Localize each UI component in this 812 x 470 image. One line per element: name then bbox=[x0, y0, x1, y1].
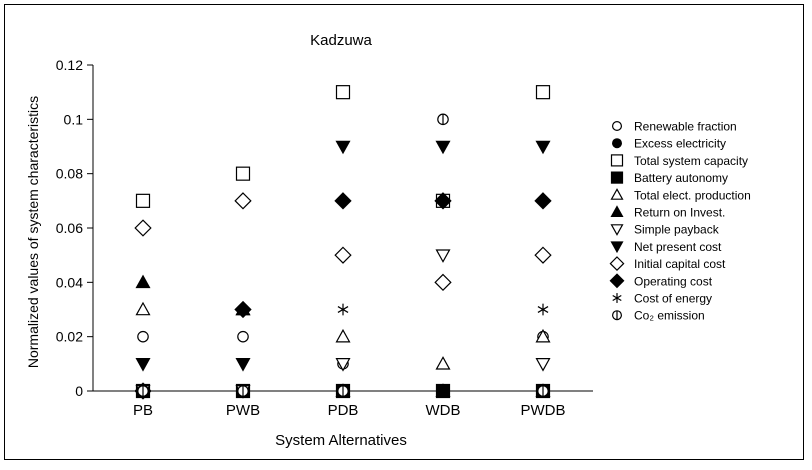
data-point bbox=[534, 192, 552, 210]
legend-label: Operating cost bbox=[634, 274, 713, 288]
y-tick-label: 0.1 bbox=[64, 111, 84, 127]
data-point bbox=[135, 358, 151, 372]
y-tick-label: 0 bbox=[75, 383, 83, 399]
plot-axes: 0 0.02 0.04 0.06 0.08 0.1 0.12 PB PWB PDB WDB PWDB bbox=[56, 57, 593, 419]
data-point bbox=[335, 358, 351, 372]
x-tick-label: PB bbox=[133, 402, 153, 419]
data-point bbox=[435, 249, 451, 263]
data-point bbox=[535, 328, 551, 343]
data-point bbox=[234, 192, 252, 210]
legend-label: Initial capital cost bbox=[634, 257, 726, 271]
data-point bbox=[337, 303, 349, 316]
legend-marker bbox=[610, 241, 624, 254]
legend-marker bbox=[611, 310, 622, 321]
data-point bbox=[135, 301, 151, 316]
legend-marker bbox=[610, 171, 624, 184]
data-point bbox=[334, 192, 352, 210]
y-tick-label: 0.08 bbox=[56, 166, 83, 182]
data-points bbox=[134, 85, 552, 400]
data-point bbox=[237, 330, 249, 343]
data-point bbox=[135, 193, 151, 208]
data-point bbox=[235, 166, 251, 181]
legend-marker bbox=[611, 120, 622, 131]
legend-label: Total system capacity bbox=[634, 154, 748, 168]
legend-label: Return on Invest. bbox=[634, 206, 725, 220]
data-point bbox=[334, 246, 352, 264]
legend-marker bbox=[611, 138, 622, 149]
x-tick-label: PWDB bbox=[521, 402, 566, 419]
legend-label: Co₂ emission bbox=[634, 309, 705, 323]
data-point bbox=[435, 356, 451, 370]
chart-frame: Kadzuwa Normalized values of system char… bbox=[4, 4, 804, 460]
legend-marker bbox=[610, 224, 624, 236]
data-point bbox=[137, 330, 149, 343]
data-point bbox=[135, 274, 151, 289]
legend-marker bbox=[612, 293, 622, 303]
data-point bbox=[435, 383, 451, 397]
data-point bbox=[437, 194, 449, 207]
x-axis-label: System Alternatives bbox=[275, 432, 407, 449]
legend-label: Net present cost bbox=[634, 240, 722, 254]
data-point bbox=[437, 113, 449, 126]
chart-title: Kadzuwa bbox=[310, 32, 372, 49]
data-point bbox=[534, 246, 552, 264]
data-point bbox=[335, 328, 351, 343]
y-tick-label: 0.02 bbox=[56, 329, 83, 345]
y-tick-label: 0.12 bbox=[56, 57, 83, 73]
legend-marker bbox=[610, 154, 624, 167]
x-tick-label: PWB bbox=[226, 402, 260, 419]
data-point bbox=[335, 85, 351, 100]
legend-label: Total elect. production bbox=[634, 188, 751, 202]
data-point bbox=[137, 385, 149, 397]
data-point bbox=[535, 140, 551, 155]
legend: Renewable fraction Excess electricity Tota… bbox=[609, 120, 751, 323]
data-point bbox=[434, 273, 452, 291]
data-point bbox=[237, 385, 249, 397]
data-point bbox=[435, 140, 451, 155]
y-tick-label: 0.04 bbox=[56, 274, 83, 290]
data-point bbox=[235, 358, 251, 372]
data-point bbox=[335, 140, 351, 155]
data-point bbox=[535, 358, 551, 372]
legend-label: Cost of energy bbox=[634, 292, 712, 306]
legend-marker bbox=[609, 256, 625, 272]
legend-marker bbox=[610, 205, 624, 217]
y-tick-label: 0.06 bbox=[56, 220, 83, 236]
data-point bbox=[134, 219, 152, 237]
data-point bbox=[337, 385, 349, 397]
legend-label: Simple payback bbox=[634, 223, 720, 237]
x-tick-label: WDB bbox=[426, 402, 461, 419]
chart: Kadzuwa Normalized values of system char… bbox=[25, 32, 751, 449]
data-point bbox=[234, 300, 252, 319]
legend-label: Battery autonomy bbox=[634, 171, 728, 185]
y-axis-label: Normalized values of system characterist… bbox=[25, 96, 41, 368]
legend-label: Excess electricity bbox=[634, 137, 726, 151]
data-point bbox=[535, 85, 551, 100]
legend-marker bbox=[610, 188, 624, 200]
data-point bbox=[537, 303, 549, 316]
legend-label: Renewable fraction bbox=[634, 120, 737, 134]
x-tick-label: PDB bbox=[328, 402, 359, 419]
data-point bbox=[537, 385, 549, 397]
legend-marker bbox=[609, 273, 625, 289]
